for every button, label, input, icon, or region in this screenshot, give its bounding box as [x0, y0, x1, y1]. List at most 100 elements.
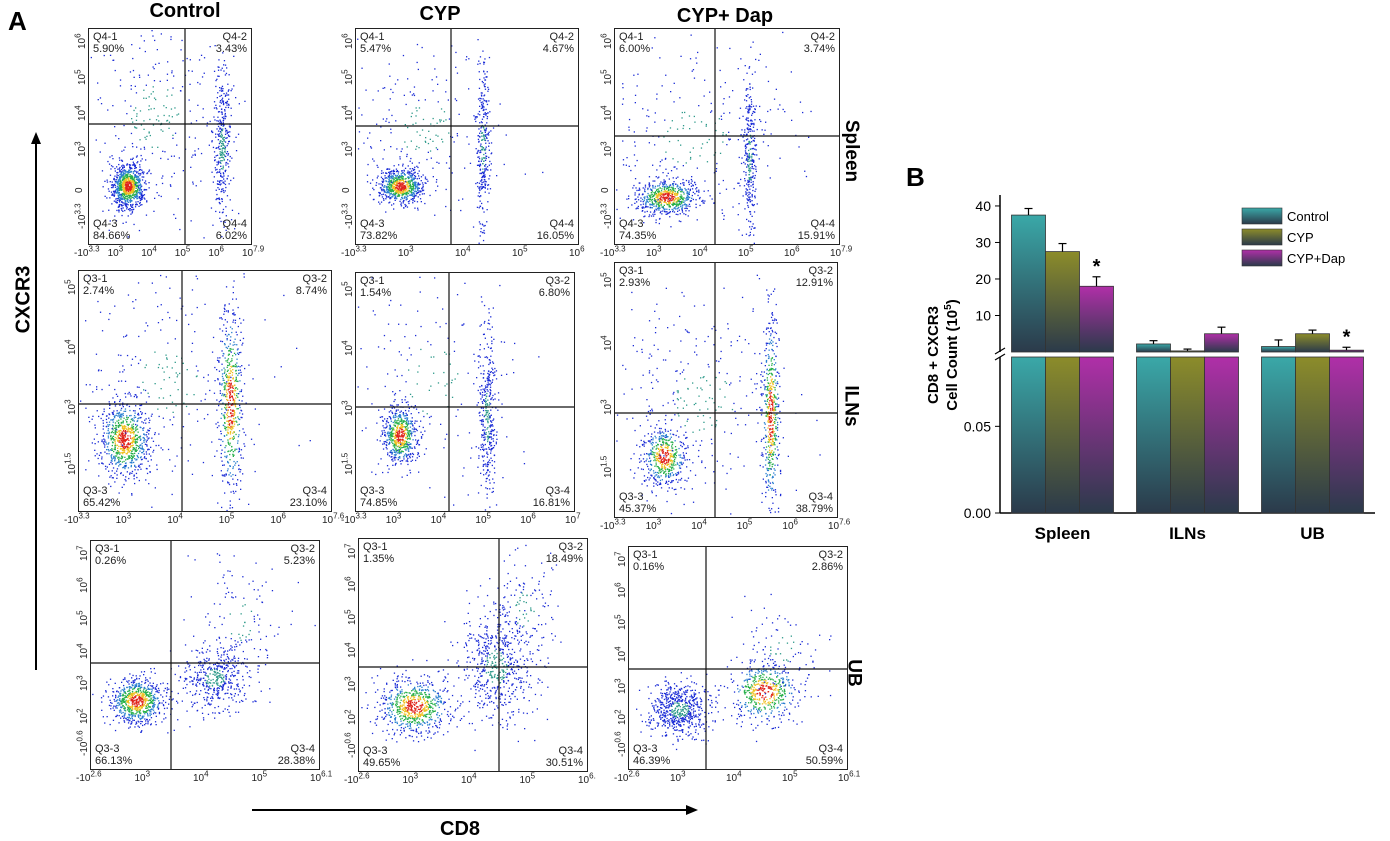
x-tick-label: 105 — [251, 770, 268, 785]
y-tick-label: 103 — [341, 141, 356, 157]
x-tick-label: 103 — [115, 512, 132, 527]
quadrant-percent: 66.13% — [95, 755, 133, 767]
bar-lower — [1136, 356, 1171, 514]
x-tick-label: 104 — [193, 770, 209, 785]
scatter-points — [89, 29, 251, 244]
x-tick-label: 106 — [520, 512, 536, 527]
quadrant-percent: 45.37% — [619, 503, 657, 515]
quadrant-percent: 5.90% — [93, 43, 125, 55]
scatter-points — [615, 29, 839, 244]
quadrant-label: Q3-1 0.26% — [95, 543, 126, 567]
quadrant-percent: 18.49% — [545, 553, 583, 565]
x-tick-label: -102.6 — [614, 770, 640, 785]
quadrant-name: Q3-2 — [818, 549, 843, 561]
quadrant-label: Q3-2 6.80% — [539, 275, 570, 299]
bar-upper — [1045, 251, 1080, 353]
y-tick-label: 104 — [344, 642, 359, 659]
y-tick-label: 105 — [76, 610, 91, 627]
quadrant-percent: 1.35% — [363, 553, 395, 565]
quadrant-label: Q3-4 23.10% — [290, 485, 327, 509]
quadrant-name: Q4-2 — [549, 31, 574, 43]
scatter-points — [629, 547, 847, 769]
quadrant-percent: 74.85% — [360, 497, 398, 509]
x-tick-label: 105 — [519, 772, 536, 787]
quadrant-percent: 0.16% — [633, 561, 665, 573]
y-tick-label: -100.6 — [614, 731, 629, 758]
y-tick-label: 104 — [341, 340, 356, 357]
error-bar — [1024, 207, 1033, 216]
y-tick-label: 104 — [64, 339, 79, 355]
bar-lower — [1261, 356, 1296, 514]
legend-swatch — [1241, 228, 1283, 246]
x-tick-label: 106 — [208, 245, 224, 260]
y-tick-label: 103 — [344, 675, 359, 692]
x-tick-label: 106 — [782, 518, 798, 533]
y-tick-label: 0 — [341, 187, 352, 193]
x-tick-label: 107.9 — [830, 245, 853, 260]
y-tick-label: 105 — [341, 69, 356, 86]
y-tick-label: 40 — [975, 198, 991, 214]
y-tick-label: 103 — [341, 400, 356, 416]
bar-upper — [1295, 333, 1330, 353]
x-tick-label: 104 — [167, 512, 183, 527]
y-tick-label: -103.3 — [74, 202, 89, 229]
quadrant-label: Q3-2 2.86% — [812, 549, 843, 573]
quadrant-percent: 4.67% — [542, 43, 574, 55]
x-tick-label: 103 — [398, 245, 414, 260]
x-tick-label: 106.1 — [310, 770, 333, 785]
y-tick-label: 106 — [74, 33, 89, 50]
quadrant-name: Q4-4 — [810, 218, 835, 230]
quadrant-name: Q4-3 — [619, 218, 644, 230]
x-tick-label: 106 — [784, 245, 800, 260]
quadrant-name: Q3-3 — [95, 743, 120, 755]
y-tick-label: 105 — [600, 69, 615, 86]
column-title-cyp-dap: CYP+ Dap — [676, 5, 774, 27]
legend: Control CYP CYP+Dap — [1241, 207, 1345, 267]
y-tick-label: -100.6 — [76, 730, 91, 757]
quadrant-label: Q3-1 1.54% — [360, 275, 391, 299]
bar-lower — [1079, 356, 1114, 514]
quadrant-percent: 12.91% — [795, 277, 833, 289]
quadrant-percent: 28.38% — [277, 755, 315, 767]
quadrant-name: Q3-1 — [363, 541, 388, 553]
quadrant-name: Q3-4 — [558, 745, 583, 757]
quadrant-label: Q4-3 73.82% — [360, 218, 397, 242]
x-tick-label: 103 — [645, 518, 662, 533]
quadrant-percent: 0.26% — [95, 555, 127, 567]
flow-plot-spleen-dap: Q4-1 6.00% Q4-2 3.74% Q4-3 74.35% Q4-4 15.91% — [614, 28, 840, 245]
bar-lower — [1329, 356, 1364, 514]
quadrant-percent: 23.10% — [289, 497, 327, 509]
bar-chart: 40 30 20 10 0.05 0.00 Spleen ILNs UB * * Control CYP… — [925, 195, 1375, 543]
x-axis-arrow — [252, 805, 698, 815]
flow-plot-spleen-control: Q4-1 5.90% Q4-2 3.43% Q4-3 84.66% Q4-4 6.02% — [88, 28, 252, 245]
y-tick-label: 104 — [600, 335, 615, 352]
y-tick-label: -103.3 — [600, 202, 615, 229]
quadrant-label: Q3-2 5.23% — [284, 543, 315, 567]
quadrant-percent: 74.35% — [619, 230, 657, 242]
y-tick-label: 0.05 — [964, 418, 991, 434]
legend-label: CYP+Dap — [1287, 251, 1345, 266]
x-tick-label: 104 — [692, 245, 708, 260]
quadrant-percent: 5.23% — [283, 555, 315, 567]
y-tick-label: 104 — [614, 646, 629, 662]
quadrant-label: Q3-3 46.39% — [633, 743, 670, 767]
y-tick-label: 103 — [64, 399, 79, 415]
quadrant-percent: 3.43% — [215, 43, 247, 55]
flow-plot-iln-cyp: Q3-1 1.54% Q3-2 6.80% Q3-3 74.85% Q3-4 16.81% — [355, 272, 575, 512]
scatter-points — [91, 541, 319, 769]
scatter-points — [615, 263, 837, 517]
y-tick-label: 107 — [76, 545, 91, 561]
y-axis-title: CXCR3 — [12, 265, 35, 334]
category-label: ILNs — [1169, 524, 1206, 543]
quadrant-name: Q3-2 — [545, 275, 570, 287]
quadrant-label: Q3-2 8.74% — [296, 273, 327, 297]
quadrant-name: Q4-3 — [93, 218, 118, 230]
error-bar — [1217, 326, 1226, 334]
error-bar — [1092, 276, 1101, 287]
legend-label: Control — [1287, 209, 1329, 224]
quadrant-percent: 2.74% — [83, 285, 115, 297]
column-title-control: Control — [149, 0, 221, 22]
y-tick-label: 107 — [344, 543, 359, 559]
quadrant-name: Q4-1 — [93, 31, 118, 43]
quadrant-percent: 6.02% — [215, 230, 247, 242]
